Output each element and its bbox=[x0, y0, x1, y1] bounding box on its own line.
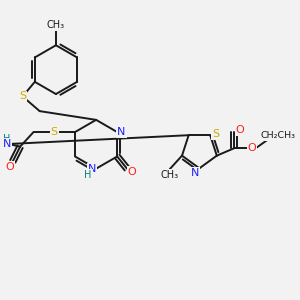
Text: CH₃: CH₃ bbox=[47, 20, 65, 31]
Text: O: O bbox=[248, 143, 256, 153]
Text: S: S bbox=[212, 129, 219, 139]
Text: O: O bbox=[236, 124, 244, 135]
Text: N: N bbox=[191, 168, 199, 178]
Text: S: S bbox=[51, 127, 58, 137]
Text: CH₂CH₃: CH₂CH₃ bbox=[260, 131, 296, 140]
Text: S: S bbox=[19, 92, 26, 101]
Text: H: H bbox=[84, 170, 92, 180]
Text: N: N bbox=[2, 139, 11, 149]
Text: H: H bbox=[3, 134, 10, 144]
Text: CH₃: CH₃ bbox=[161, 170, 179, 180]
Text: O: O bbox=[128, 167, 136, 176]
Text: N: N bbox=[117, 127, 126, 137]
Text: N: N bbox=[88, 164, 96, 174]
Text: O: O bbox=[5, 162, 14, 172]
